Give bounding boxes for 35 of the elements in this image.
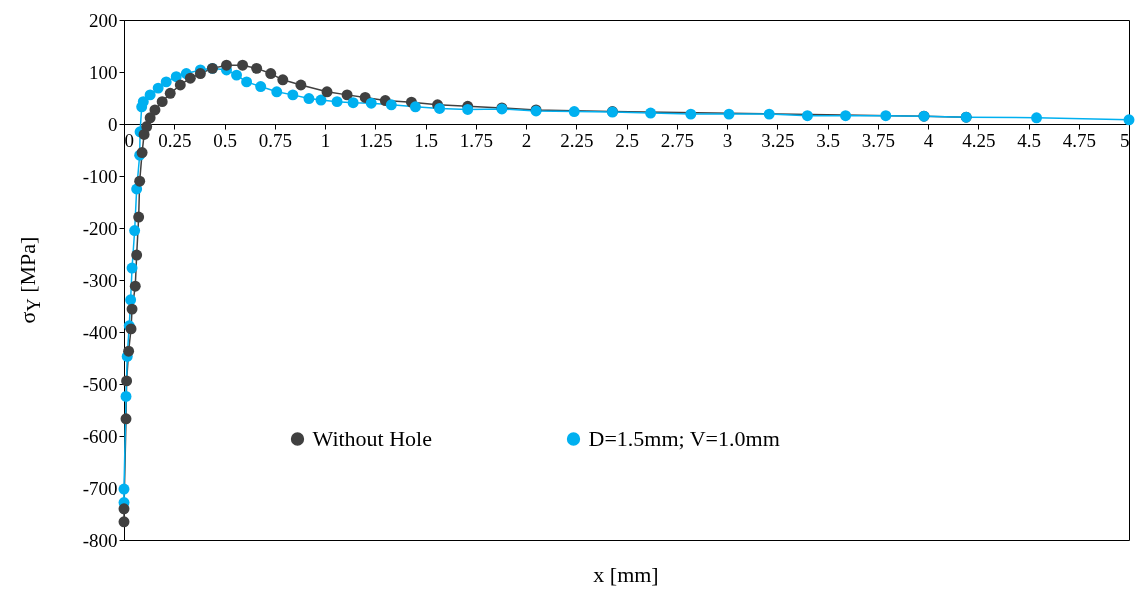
x-tick-label: 0 — [124, 129, 134, 151]
x-tick-label: 4.25 — [962, 129, 996, 151]
x-tick-label: 4.75 — [1062, 129, 1096, 151]
x-tick-label: 2.75 — [660, 129, 694, 151]
x-tick-label: 1.5 — [414, 129, 438, 151]
y-tick-label: 0 — [108, 113, 118, 135]
y-tick-label: -400 — [82, 321, 118, 343]
x-tick-label: 2 — [521, 129, 532, 151]
legend-label: D=1.5mm; V=1.0mm — [588, 426, 780, 451]
x-tick-label: 3.75 — [861, 129, 895, 151]
y-tick-label: 200 — [89, 9, 118, 31]
x-tick-label: 0.25 — [158, 129, 192, 151]
y-tick-label: -600 — [82, 425, 118, 447]
x-tick-label: 0.5 — [213, 129, 237, 151]
y-tick-label: -200 — [82, 217, 118, 239]
x-axis-title: x [mm] — [593, 562, 659, 588]
x-tick-label: 2.5 — [615, 129, 639, 151]
x-tick-label: 4.5 — [1017, 129, 1041, 151]
x-tick-label: 1 — [320, 129, 331, 151]
x-tick-label: 5 — [1120, 129, 1130, 151]
x-tick-label: 1.75 — [459, 129, 493, 151]
legend-label: Without Hole — [312, 426, 432, 451]
y-tick-label: -700 — [82, 477, 118, 499]
y-tick-label: 100 — [89, 61, 118, 83]
x-tick-label: 3 — [722, 129, 733, 151]
x-tick-label: 4 — [923, 129, 934, 151]
y-tick-label: -800 — [82, 529, 118, 551]
x-tick-label: 3.25 — [761, 129, 795, 151]
y-tick-label: -500 — [82, 373, 118, 395]
x-tick-label: 3.5 — [816, 129, 840, 151]
x-tick-label: 2.25 — [560, 129, 594, 151]
y-tick-label: -100 — [82, 165, 118, 187]
x-tick-label: 1.25 — [359, 129, 393, 151]
y-tick-label: -300 — [82, 269, 118, 291]
x-tick-label: 0.75 — [258, 129, 292, 151]
